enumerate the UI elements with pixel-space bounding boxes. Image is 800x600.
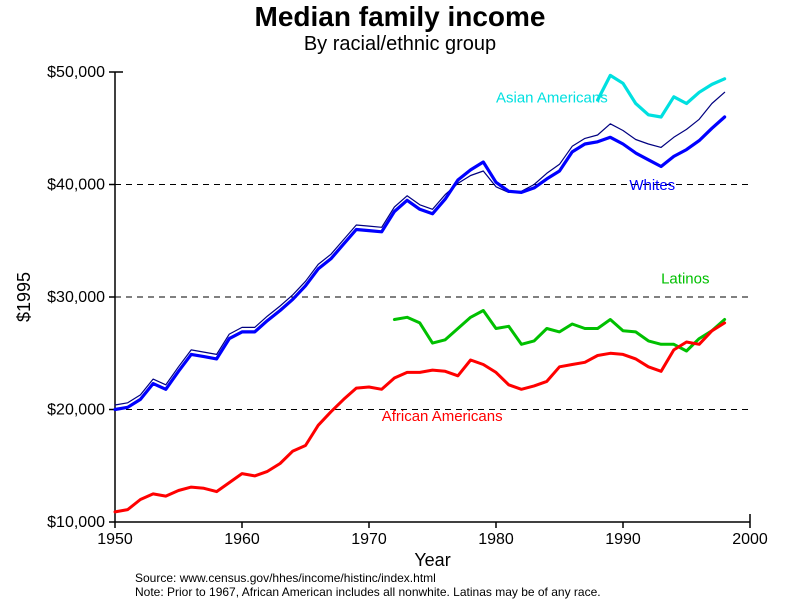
x-axis-label: Year — [414, 550, 450, 570]
y-axis-label: $1995 — [14, 272, 34, 322]
series-label-asian_americans: Asian Americans — [496, 89, 608, 106]
series-label-latinos: Latinos — [661, 271, 709, 288]
chart-title: Median family income — [255, 1, 546, 32]
chart-svg: Median family incomeBy racial/ethnic gro… — [0, 0, 800, 600]
y-tick-label: $40,000 — [47, 177, 105, 194]
footnote: Source: www.census.gov/hhes/income/histi… — [135, 571, 436, 585]
y-tick-label: $10,000 — [47, 514, 105, 531]
footnote: Note: Prior to 1967, African American in… — [135, 585, 601, 599]
series-label-whites: Whites — [629, 177, 675, 194]
series-whites — [115, 117, 725, 410]
chart-container: Median family incomeBy racial/ethnic gro… — [0, 0, 800, 600]
series-label-african_americans: African Americans — [382, 408, 503, 425]
y-tick-label: $20,000 — [47, 402, 105, 419]
x-tick-label: 2000 — [732, 531, 768, 548]
x-tick-label: 1970 — [351, 531, 387, 548]
x-tick-label: 1950 — [97, 531, 133, 548]
series-latinos — [394, 311, 724, 352]
x-tick-label: 1990 — [605, 531, 641, 548]
y-tick-label: $50,000 — [47, 64, 105, 81]
y-tick-label: $30,000 — [47, 289, 105, 306]
x-tick-label: 1980 — [478, 531, 514, 548]
chart-subtitle: By racial/ethnic group — [304, 33, 496, 55]
x-tick-label: 1960 — [224, 531, 260, 548]
